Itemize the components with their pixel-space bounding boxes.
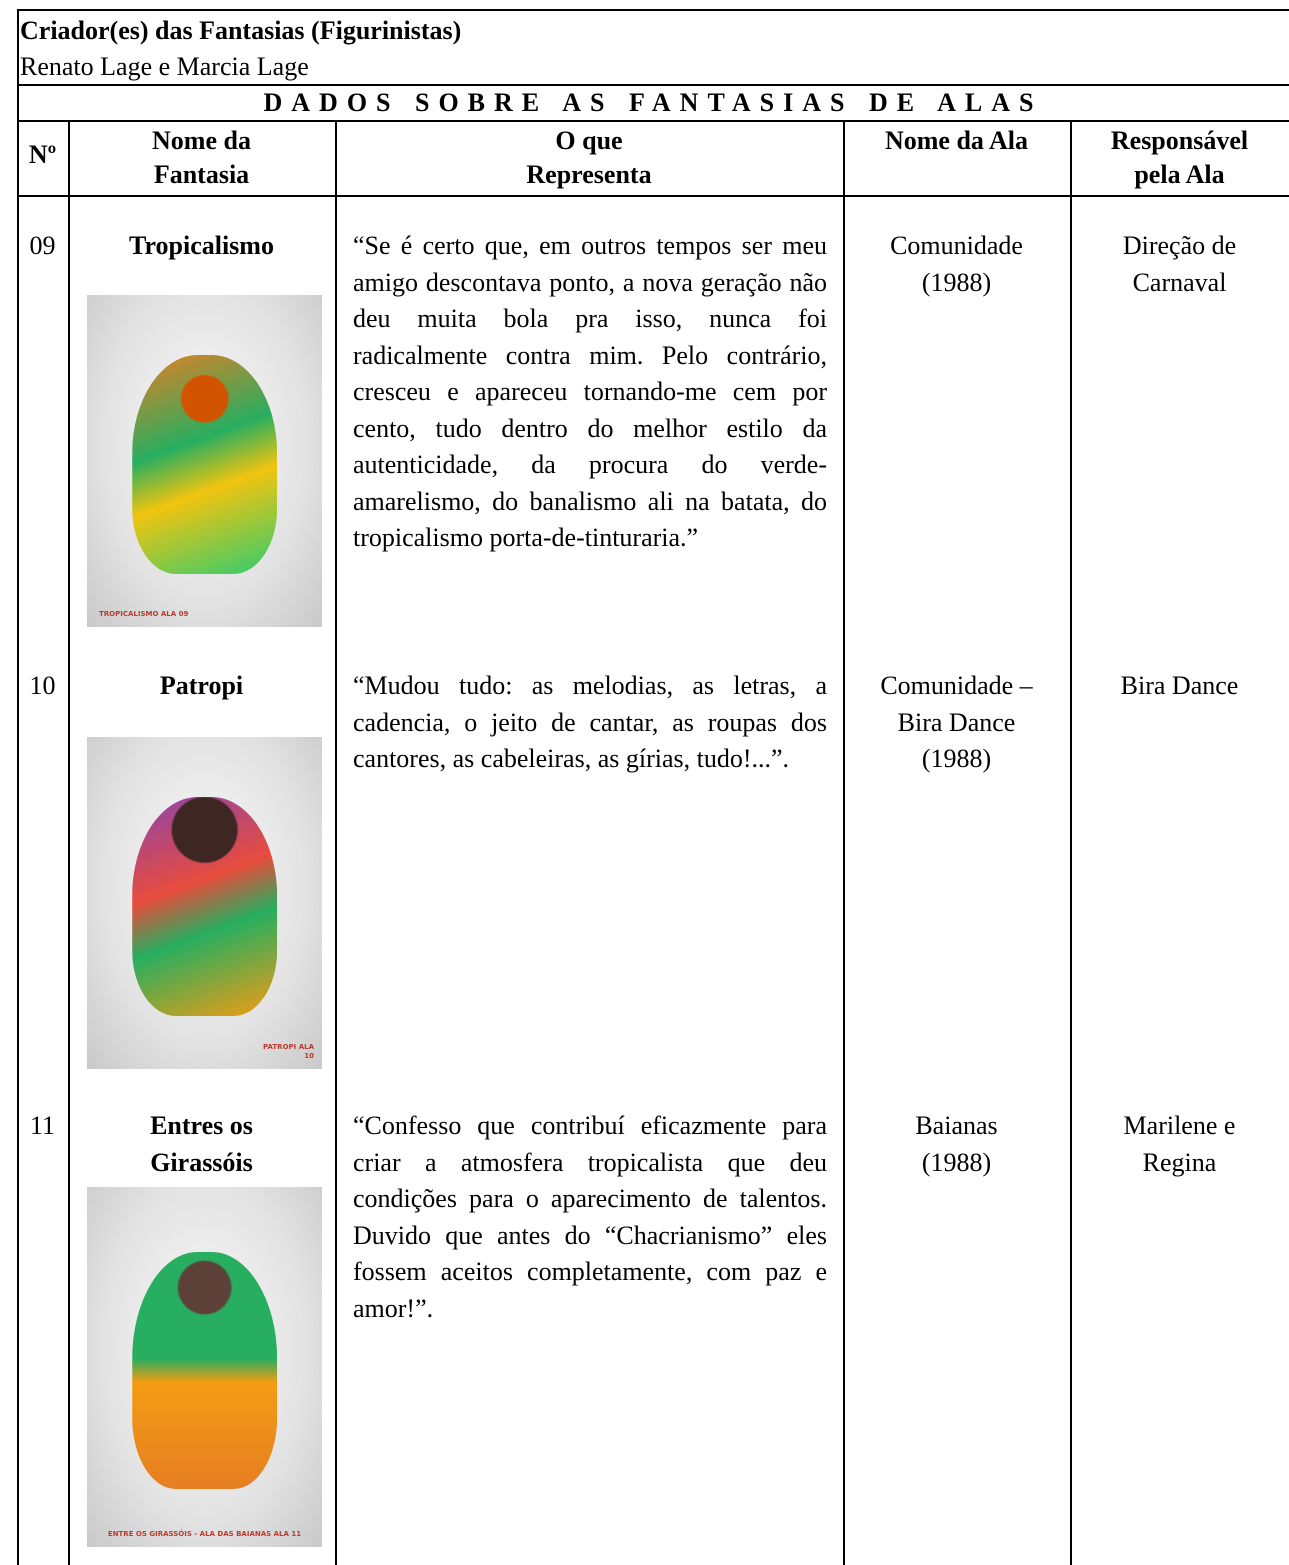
ala-cell: Comunidade – Bira Dance (1988) [843,668,1070,778]
column-header: Nome da Fantasia [68,124,335,192]
section-title: DADOS SOBRE AS FANTASIAS DE ALAS [263,88,1043,117]
column-header-text: Nome da Ala [885,126,1028,155]
column-header-text: Nome da Fantasia [152,126,251,189]
rule [17,120,1289,122]
col-line [843,120,845,1565]
column-header-text: Nº [28,140,57,169]
description: “Se é certo que, em outros tempos ser me… [353,231,827,552]
responsible-cell: Marilene e Regina [1070,1108,1289,1181]
creators-label: Criador(es) das Fantasias (Figurinistas) [20,16,462,45]
column-header-text: Responsável pela Ala [1110,126,1249,189]
rule [17,84,1289,86]
photo-caption: PATROPI ALA 10 [263,1043,314,1060]
responsible: Marilene e Regina [1123,1111,1236,1177]
costume-figure [131,796,278,1016]
responsible: Bira Dance [1120,671,1239,700]
costume-photo: ENTRE OS GIRASSÓIS - ALA DAS BAIANAS ALA… [87,1187,322,1547]
row-number: 11 [29,1111,56,1140]
column-header-text: O que Representa [526,126,652,189]
ala-name: Comunidade (1988) [890,231,1023,297]
row-number: 09 [29,231,56,260]
rule [17,9,1289,11]
column-header: Responsável pela Ala [1070,124,1289,192]
costume-figure [131,1251,278,1490]
photo-caption: TROPICALISMO ALA 09 [99,610,189,618]
responsible-cell: Bira Dance [1070,668,1289,705]
costume-name: Patropi [159,671,244,700]
column-header: Nome da Ala [843,124,1070,158]
col-line [335,120,337,1565]
responsible-cell: Direção de Carnaval [1070,228,1289,301]
costume-name: Entres os Girassóis [150,1111,253,1177]
costume-photo: PATROPI ALA 10 [87,737,322,1069]
column-header: Nº [17,138,68,172]
costume-photo: TROPICALISMO ALA 09 [87,295,322,627]
ala-name: Comunidade – Bira Dance (1988) [880,671,1033,773]
description: “Mudou tudo: as melodias, as letras, a c… [353,671,827,773]
photo-caption: ENTRE OS GIRASSÓIS - ALA DAS BAIANAS ALA… [107,1530,302,1538]
description: “Confesso que contribuí eficazmente para… [353,1111,827,1323]
costume-name: Tropicalismo [129,231,274,260]
responsible: Direção de Carnaval [1122,231,1237,297]
ala-name: Baianas (1988) [915,1111,998,1177]
ala-cell: Baianas (1988) [843,1108,1070,1181]
ala-cell: Comunidade (1988) [843,228,1070,301]
row-number: 10 [29,671,56,700]
creators: Renato Lage e Marcia Lage [20,52,309,81]
col-line [1070,120,1072,1565]
col-line [68,120,70,1565]
rule [17,195,1289,197]
costume-name-cell: Entres os Girassóis [68,1108,335,1181]
column-header: O que Representa [335,124,843,192]
border [17,9,19,1565]
costume-name-cell: Patropi [68,668,335,705]
costume-figure [131,354,278,574]
costume-name-cell: Tropicalismo [68,228,335,265]
